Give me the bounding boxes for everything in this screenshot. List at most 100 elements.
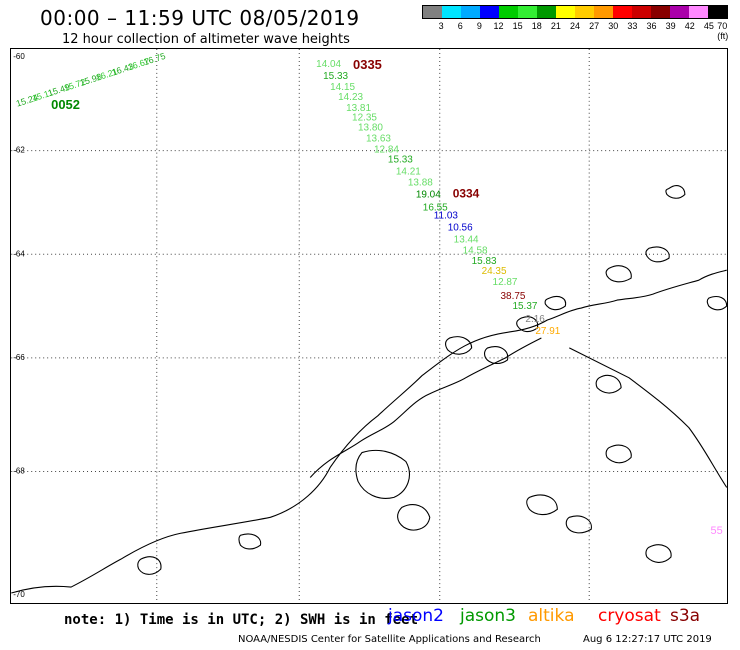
island-13: [605, 444, 632, 464]
pass-time-labels: 0335 0334 0052: [51, 57, 479, 201]
map-title: 00:00 – 11:59 UTC 08/05/2019: [40, 6, 360, 30]
island-15: [137, 556, 162, 575]
track-value: 38.75: [501, 291, 526, 302]
island-3: [483, 346, 509, 364]
satellite-legend-s3a: s3a: [670, 606, 701, 626]
color-scale-labels: 3 6 9 12 15 18 21 24 27 30 33 36 39 42 45 70 (ft): [422, 19, 729, 41]
color-swatch: [575, 6, 594, 18]
color-swatch: [632, 6, 651, 18]
track-value: 13.81: [346, 103, 371, 114]
track-value: 15.33: [323, 71, 348, 82]
color-swatch: [670, 6, 689, 18]
color-scale-label: 6: [457, 21, 463, 31]
color-swatch: [613, 6, 632, 18]
color-swatch: [651, 6, 670, 18]
island-14: [645, 544, 672, 563]
color-swatch: [423, 6, 442, 18]
pass-time-label: 0335: [353, 57, 382, 72]
island-2: [444, 336, 473, 355]
island-12: [565, 515, 592, 534]
track-value: 12.87: [493, 277, 518, 288]
island-6: [605, 265, 632, 283]
satellite-legend-cryosat: cryosat: [598, 606, 661, 626]
track-value: 2.16: [525, 314, 545, 325]
color-scale-label: 42: [684, 21, 695, 31]
track-value: 27.91: [535, 326, 560, 337]
color-swatch: [518, 6, 537, 18]
island-1: [397, 504, 431, 531]
color-scale-label: 15: [512, 21, 523, 31]
west-coast-inlets: [309, 337, 542, 478]
color-scale-swatches: [422, 5, 728, 19]
latitude-labels: -60 -62 -64 -66 -68 -70: [13, 52, 25, 599]
track-value: 12.35: [352, 113, 377, 124]
coast-east: [569, 347, 727, 488]
footer-note: note: 1) Time is in UTC; 2) SWH is in fe…: [64, 612, 419, 628]
altimeter-map: -60 -62 -64 -66 -68 -70 -75 -72 -69 -66 -63 -60 14…: [10, 48, 728, 604]
color-swatch: [537, 6, 556, 18]
color-scale-label: 70 (ft): [717, 21, 729, 41]
track-value: 13.63: [366, 134, 391, 145]
satellite-legend-jason3: jason3: [460, 606, 516, 626]
track-value: 11.03: [434, 210, 459, 221]
track-value: 14.21: [396, 167, 421, 178]
longitude-labels: -75 -72 -69 -66 -63 -60: [10, 603, 727, 604]
track-value: 13.80: [358, 123, 383, 134]
color-scale-label: 36: [646, 21, 657, 31]
color-swatch: [442, 6, 461, 18]
color-scale-label: 3: [438, 21, 444, 31]
color-swatch: [461, 6, 480, 18]
color-scale-label: 12: [493, 21, 504, 31]
track-value: 12.84: [374, 145, 399, 156]
island-11: [526, 494, 558, 516]
longitude-label: -75: [10, 603, 20, 604]
peninsula-coast: [11, 269, 727, 594]
latitude-label: -62: [13, 146, 25, 155]
track-value: 15.33: [388, 155, 413, 166]
color-scale-label: 21: [550, 21, 561, 31]
generated-timestamp: Aug 6 12:27:17 UTC 2019: [583, 634, 712, 645]
color-swatch: [689, 6, 708, 18]
credit-line: NOAA/NESDIS Center for Satellite Applica…: [238, 634, 541, 645]
longitude-label: -69: [293, 603, 305, 604]
track-value: 14.23: [338, 92, 363, 103]
pass-time-label: 0334: [453, 186, 480, 200]
latitude-label: -60: [13, 52, 25, 61]
track-value: 24.35: [482, 266, 507, 277]
edge-value: 55: [711, 525, 723, 537]
track-value: 13.88: [408, 178, 433, 189]
pass-time-label: 0052: [51, 97, 80, 112]
color-swatch: [499, 6, 518, 18]
color-swatch: [556, 6, 575, 18]
latitude-label: -64: [13, 249, 25, 258]
longitude-label: -66: [434, 603, 446, 604]
color-scale-label: 18: [531, 21, 542, 31]
track-value: 14.15: [330, 82, 355, 93]
color-scale-legend: 3 6 9 12 15 18 21 24 27 30 33 36 39 42 45 70 (ft): [422, 5, 729, 41]
track-value: 15.83: [472, 256, 497, 267]
map-subtitle: 12 hour collection of altimeter wave hei…: [62, 32, 350, 47]
track-value: 16.75: [142, 51, 166, 67]
island-4: [516, 316, 539, 333]
color-swatch: [708, 6, 727, 18]
track-value: 13.44: [454, 234, 479, 245]
island-7: [645, 246, 670, 263]
color-scale-label: 9: [476, 21, 482, 31]
satellite-legend-altika: altika: [528, 606, 575, 626]
longitude-label: -63: [583, 603, 595, 604]
coastline: [11, 185, 727, 594]
track-value: 14.04: [316, 59, 341, 70]
color-scale-label: 39: [665, 21, 676, 31]
island-10: [595, 374, 622, 394]
northwest-track-values: 15.2415.1115.4915.7215.9816.2116.4316.67…: [15, 51, 167, 109]
latitude-label: -66: [13, 353, 25, 362]
color-scale-label: 45: [703, 21, 714, 31]
graticule-grid: [11, 49, 727, 603]
track-value: 14.58: [463, 245, 488, 256]
longitude-label: -72: [151, 603, 163, 604]
track-value: 16.55: [423, 202, 448, 213]
latitude-label: -70: [13, 590, 25, 599]
color-scale-label: 27: [589, 21, 600, 31]
island-16: [238, 533, 262, 550]
satellite-legend-jason2: jason2: [388, 606, 444, 626]
